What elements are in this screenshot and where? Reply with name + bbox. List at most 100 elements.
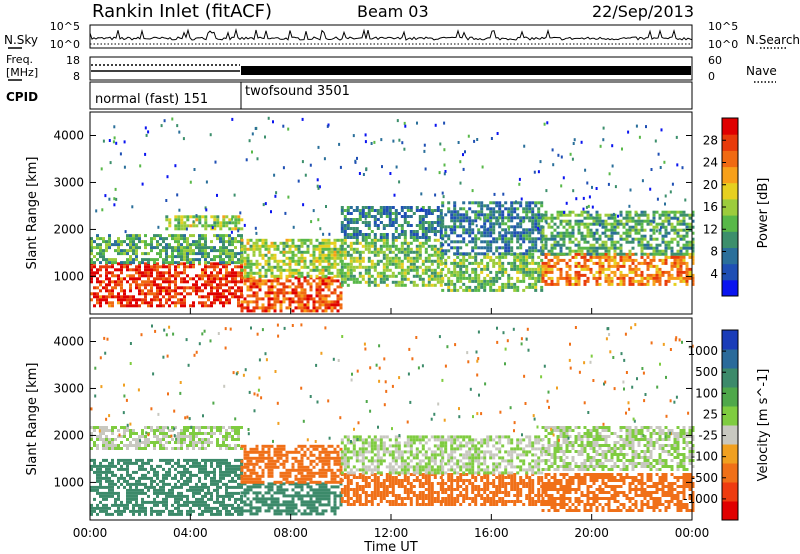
heatmap-cell [228,447,231,450]
heatmap-cell [619,210,623,214]
heatmap-cell [135,438,138,441]
heatmap-cell [459,181,462,185]
heatmap-cell [442,195,445,199]
heatmap-cell [162,435,165,438]
heatmap-cell [123,503,126,507]
heatmap-cell [135,488,138,492]
heatmap-cell [204,447,207,450]
heatmap-cell [144,271,147,275]
heatmap-cell [138,488,141,492]
heatmap-cell [198,485,201,489]
heatmap-cell [673,282,677,286]
heatmap-cell [162,280,165,284]
heatmap-cell [180,234,183,238]
heatmap-cell [123,265,126,269]
heatmap-cell [634,228,638,232]
heatmap-cell [324,485,328,489]
heatmap-cell [339,306,343,310]
heatmap-cell [177,234,180,238]
heatmap-cell [210,497,213,501]
heatmap-cell [99,304,102,308]
heatmap-cell [453,225,457,229]
heatmap-cell [559,237,563,241]
heatmap-cell [150,429,153,432]
heatmap-cell [379,280,383,284]
heatmap-cell [243,244,247,248]
heatmap-cell [595,249,599,253]
heatmap-cell [531,258,535,262]
heatmap-cell [195,274,198,278]
heatmap-cell [210,491,213,495]
heatmap-cell [150,464,153,468]
heatmap-cell [525,255,529,259]
heatmap-cell [589,228,593,232]
heatmap-cell [144,301,147,305]
heatmap-cell [255,291,259,295]
heatmap-cell [409,241,413,245]
heatmap-cell [403,221,407,224]
heatmap-cell [135,280,138,284]
heatmap-cell [312,494,316,498]
heatmap-cell [246,265,250,269]
heatmap-cell [395,165,398,169]
heatmap-cell [129,283,132,287]
heatmap-cell [447,243,451,247]
heatmap-cell [510,267,514,271]
heatmap-cell [528,219,532,223]
heatmap-cell [102,497,105,501]
heatmap-cell [640,228,644,232]
heatmap-cell [201,268,204,272]
heatmap-cell [321,247,325,251]
heatmap-cell [168,435,171,438]
heatmap-cell [427,230,431,233]
heatmap-cell [504,222,508,226]
heatmap-cell [186,280,189,284]
heatmap-cell [531,228,535,232]
heatmap-cell [688,216,692,220]
heatmap-cell [643,258,647,262]
heatmap-cell [522,210,526,214]
heatmap-cell [99,509,102,513]
heatmap-cell [165,243,168,247]
heatmap-cell [219,494,222,498]
heatmap-cell [240,244,244,248]
heatmap-cell [231,470,234,474]
heatmap-cell [424,221,428,224]
heatmap-cell [117,274,120,278]
heatmap-cell [528,201,532,205]
heatmap-cell [403,283,407,287]
heatmap-cell [504,201,508,205]
heatmap-cell [249,488,253,492]
heatmap-cell [568,219,572,223]
heatmap-cell [318,503,322,507]
heatmap-cell [649,243,653,247]
heatmap-cell [117,283,120,287]
heatmap-cell [156,473,159,477]
heatmap-cell [180,301,183,305]
heatmap-cell [225,268,228,272]
heatmap-cell [198,261,201,265]
heatmap-cell [228,234,231,238]
heatmap-cell [132,246,135,250]
heatmap-cell [105,301,108,305]
heatmap-cell [204,441,207,444]
heatmap-cell [117,512,120,516]
heatmap-cell [222,258,225,262]
heatmap-cell [333,238,337,242]
heatmap-cell [364,236,368,239]
heatmap-cell [210,509,213,513]
heatmap-cell [237,458,240,462]
heatmap-cell [219,249,222,253]
heatmap-cell [664,246,668,250]
heatmap-cell [207,292,210,296]
heatmap-cell [398,138,401,142]
heatmap-cell [204,476,207,480]
heatmap-cell [258,250,262,254]
heatmap-cell [613,273,617,277]
heatmap-cell [124,230,127,234]
heatmap-cell [415,268,419,272]
heatmap-cell [96,301,99,305]
heatmap-cell [198,464,201,468]
heatmap-cell [685,228,689,232]
heatmap-cell [649,222,653,226]
